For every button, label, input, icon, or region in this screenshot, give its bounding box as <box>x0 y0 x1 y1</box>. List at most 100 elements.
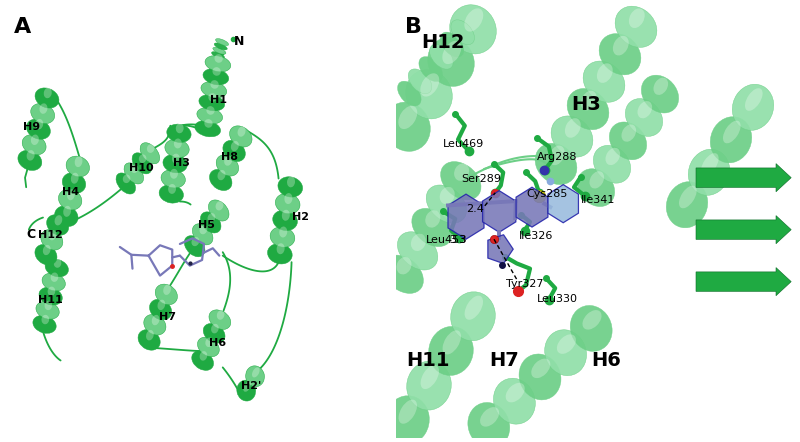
Ellipse shape <box>206 338 213 347</box>
Ellipse shape <box>610 122 646 160</box>
Ellipse shape <box>450 292 495 341</box>
Ellipse shape <box>215 201 223 210</box>
Ellipse shape <box>273 210 298 231</box>
Ellipse shape <box>278 177 302 197</box>
Text: H8: H8 <box>221 152 238 162</box>
Ellipse shape <box>210 80 218 89</box>
Ellipse shape <box>581 91 597 110</box>
Ellipse shape <box>549 145 565 165</box>
Ellipse shape <box>440 32 464 57</box>
Text: H10: H10 <box>130 163 154 173</box>
Ellipse shape <box>205 56 230 72</box>
Ellipse shape <box>216 155 238 176</box>
Ellipse shape <box>213 67 221 76</box>
Ellipse shape <box>230 126 252 147</box>
Ellipse shape <box>679 186 697 208</box>
Ellipse shape <box>385 396 430 442</box>
Ellipse shape <box>144 314 166 335</box>
Ellipse shape <box>172 154 180 164</box>
Ellipse shape <box>66 156 90 177</box>
Ellipse shape <box>54 259 62 268</box>
Ellipse shape <box>147 144 154 153</box>
Ellipse shape <box>583 61 625 102</box>
Text: H9: H9 <box>23 122 40 132</box>
Ellipse shape <box>701 153 718 176</box>
Ellipse shape <box>50 273 58 282</box>
Ellipse shape <box>165 139 190 158</box>
Ellipse shape <box>74 156 82 167</box>
Ellipse shape <box>44 88 52 98</box>
Ellipse shape <box>43 245 50 255</box>
Ellipse shape <box>176 123 184 133</box>
Ellipse shape <box>454 164 469 181</box>
Text: Leu469: Leu469 <box>443 139 485 149</box>
Ellipse shape <box>214 54 223 63</box>
Text: H11: H11 <box>406 351 450 370</box>
Ellipse shape <box>688 149 730 195</box>
Ellipse shape <box>67 189 74 200</box>
Ellipse shape <box>22 135 46 155</box>
Ellipse shape <box>622 124 636 142</box>
Ellipse shape <box>252 367 260 377</box>
Text: B: B <box>405 16 422 37</box>
Ellipse shape <box>638 101 652 118</box>
Ellipse shape <box>613 36 629 55</box>
Ellipse shape <box>199 95 225 111</box>
Ellipse shape <box>626 99 662 137</box>
Ellipse shape <box>31 134 39 145</box>
Ellipse shape <box>282 210 290 221</box>
Ellipse shape <box>63 206 71 217</box>
Polygon shape <box>448 194 484 239</box>
Ellipse shape <box>163 154 187 173</box>
FancyArrow shape <box>696 216 791 244</box>
Text: H2: H2 <box>292 212 309 222</box>
Ellipse shape <box>285 193 293 204</box>
Ellipse shape <box>420 73 439 97</box>
Ellipse shape <box>441 162 481 200</box>
Ellipse shape <box>214 43 227 50</box>
FancyArrow shape <box>696 267 791 296</box>
Ellipse shape <box>168 184 176 194</box>
Ellipse shape <box>159 185 183 203</box>
Ellipse shape <box>209 310 230 329</box>
Text: Ile341: Ile341 <box>581 195 615 205</box>
Ellipse shape <box>267 244 292 264</box>
Ellipse shape <box>606 148 620 165</box>
Text: H1: H1 <box>210 95 226 105</box>
Ellipse shape <box>18 150 42 171</box>
Ellipse shape <box>211 324 218 333</box>
Ellipse shape <box>666 182 708 228</box>
Text: H12: H12 <box>38 230 62 240</box>
Ellipse shape <box>54 215 62 225</box>
Ellipse shape <box>238 126 246 137</box>
Ellipse shape <box>217 310 225 320</box>
Ellipse shape <box>46 215 69 235</box>
Ellipse shape <box>35 119 43 130</box>
Ellipse shape <box>39 103 47 114</box>
Ellipse shape <box>480 407 499 427</box>
Ellipse shape <box>203 69 229 85</box>
Ellipse shape <box>398 81 421 106</box>
Ellipse shape <box>41 229 63 250</box>
Ellipse shape <box>411 234 426 251</box>
Ellipse shape <box>398 106 418 129</box>
Ellipse shape <box>270 227 294 247</box>
Ellipse shape <box>237 380 256 401</box>
Text: H6: H6 <box>209 338 226 348</box>
Ellipse shape <box>231 141 239 151</box>
Ellipse shape <box>545 330 586 376</box>
Text: Ile326: Ile326 <box>519 231 554 241</box>
Ellipse shape <box>494 378 535 424</box>
Ellipse shape <box>150 299 172 320</box>
Ellipse shape <box>654 78 668 95</box>
Ellipse shape <box>213 47 226 54</box>
Ellipse shape <box>578 169 614 206</box>
Ellipse shape <box>451 20 474 45</box>
Ellipse shape <box>642 75 678 113</box>
Ellipse shape <box>211 52 225 59</box>
Ellipse shape <box>535 143 577 185</box>
Ellipse shape <box>155 284 178 305</box>
Text: H4: H4 <box>62 187 79 197</box>
Ellipse shape <box>384 102 430 151</box>
Ellipse shape <box>421 365 439 389</box>
